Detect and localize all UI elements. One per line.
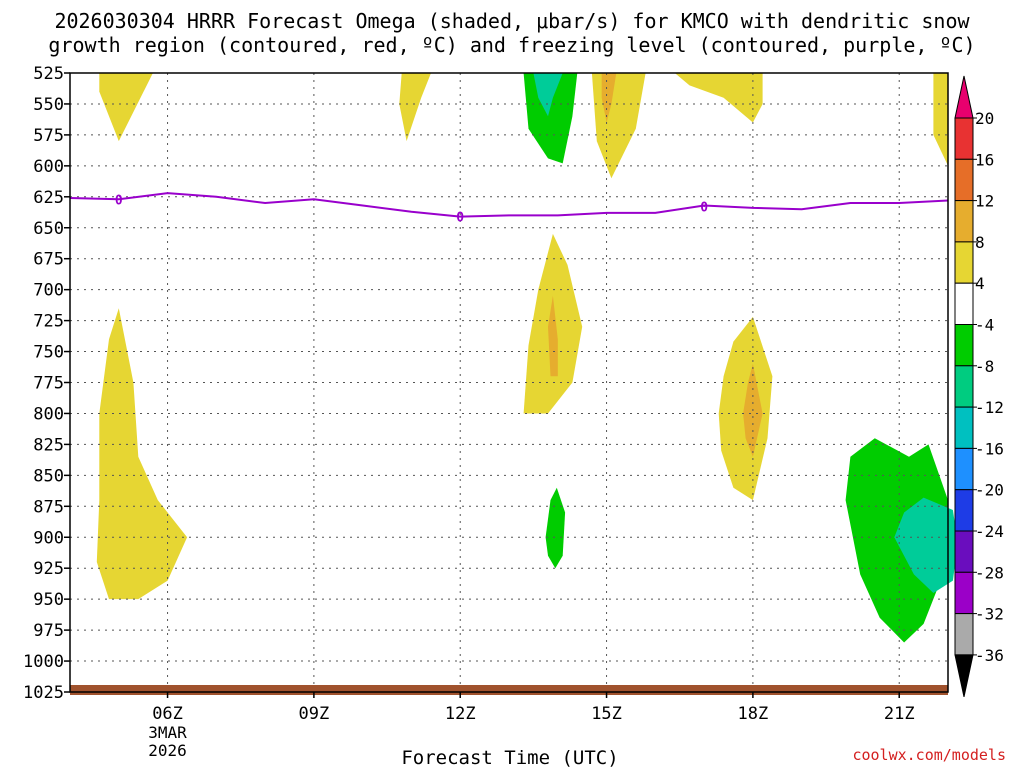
freezing-level-label-1: 0 [456,211,464,226]
omega-region-yellow-top-9z [399,73,431,142]
freezing-level-label-0: 0 [115,193,123,208]
colorbar-segment-5 [954,282,974,326]
y-tick-label-775: 775 [33,374,64,394]
y-tick-label-725: 725 [33,312,64,332]
y-tick-label-650: 650 [33,219,64,239]
y-tick-label-900: 900 [33,528,64,548]
colorbar-label-9: -20 [975,481,1004,500]
freezing-level-line [69,192,949,218]
omega-region-orange-top-15z [601,73,617,123]
omega-region-green-low-14z [545,487,566,569]
credit-link[interactable]: coolwx.com/models [852,746,1006,764]
omega-shaded-regions [96,73,958,643]
omega-region-yellow-top-18z [674,73,763,123]
chart-title-line1: 2026030304 HRRR Forecast Omega (shaded, … [54,9,970,33]
chart-title-line2: growth region (contoured, red, ºC) and f… [48,33,976,57]
colorbar-segment-11 [954,530,974,573]
colorbar-segment-4 [954,241,974,284]
colorbar-label-10: -24 [975,522,1004,541]
colorbar-segment-7 [954,365,974,408]
y-tick-label-750: 750 [33,343,64,363]
plot-frame [69,72,949,693]
y-tick-label-825: 825 [33,435,64,455]
y-tick-labels: 525 550 575 600 625 650 675 700 725 750 775 800 825 8… [23,64,64,703]
x-tick-label-18Z: 18Z [738,704,769,724]
colorbar-segment-9 [954,447,974,491]
colorbar-label-4: 4 [975,274,985,293]
colorbar-label-0: 20 [975,109,994,128]
colorbar-segment-8 [954,406,974,449]
colorbar-segment-12 [954,571,974,615]
grid-lines [70,72,948,693]
x-tick-sublabel-year: 2026 [148,741,187,760]
colorbar-segment-6 [954,324,974,367]
y-tick-label-975: 975 [33,621,64,641]
y-tick-label-575: 575 [33,126,64,146]
colorbar-label-6: -8 [975,357,994,376]
y-tick-label-875: 875 [33,497,64,517]
colorbar-label-8: -16 [975,439,1004,458]
freezing-level-contour: 0 0 0 [69,192,949,226]
x-tick-label-12Z: 12Z [445,704,476,724]
x-tick-label-15Z: 15Z [591,704,622,724]
y-tick-label-700: 700 [33,281,64,301]
x-tick-label-09Z: 09Z [299,704,330,724]
y-tick-label-675: 675 [33,250,64,270]
y-tick-label-600: 600 [33,157,64,177]
y-tick-label-625: 625 [33,188,64,208]
omega-region-yellow-top-right [933,73,948,166]
colorbar-label-5: -4 [975,316,994,335]
omega-region-yellow-top-left [99,73,153,142]
omega-region-teal-top-14z [533,73,563,117]
colorbar-label-1: 16 [975,150,994,169]
colorbar-label-13: -36 [975,646,1004,665]
colorbar: 20 16 12 8 4 -4 -8 -12 -16 -20 -24 -28 -32 -36 [954,75,1004,698]
y-tick-label-950: 950 [33,590,64,610]
colorbar-segment-13 [954,613,974,656]
omega-region-yellow-top-15z [591,73,646,179]
x-axis-label: Forecast Time (UTC) [401,747,618,768]
freezing-level-label-2: 0 [700,201,708,216]
colorbar-label-12: -32 [975,605,1004,624]
y-tick-label-525: 525 [33,64,64,84]
y-tick-label-925: 925 [33,559,64,579]
colorbar-segment-2 [954,158,974,202]
x-tick-sublabel-date: 3MAR [148,723,187,742]
omega-region-orange-mid-14z [548,295,558,377]
colorbar-segment-3 [954,200,974,243]
colorbar-label-11: -28 [975,563,1004,582]
omega-region-green-top-14z [523,73,578,164]
y-tick-label-800: 800 [33,404,64,424]
ground-surface [70,685,948,695]
colorbar-label-3: 8 [975,233,985,252]
colorbar-segment-1 [954,117,974,160]
omega-region-teal-low-right [894,497,958,593]
y-tick-label-550: 550 [33,95,64,115]
axes [64,72,949,698]
y-tick-label-850: 850 [33,466,64,486]
colorbar-top-triangle [954,75,974,119]
x-tick-label-06Z: 06Z [152,704,183,724]
y-tick-label-1025: 1025 [23,683,64,703]
colorbar-segment-10 [954,489,974,532]
colorbar-bottom-triangle [954,654,974,698]
colorbar-label-7: -12 [975,398,1004,417]
colorbar-label-2: 12 [975,192,994,211]
omega-region-yellow-low-left [96,308,188,600]
y-tick-label-1000: 1000 [23,652,64,672]
x-tick-label-21Z: 21Z [884,704,915,724]
ground-band [70,685,948,695]
